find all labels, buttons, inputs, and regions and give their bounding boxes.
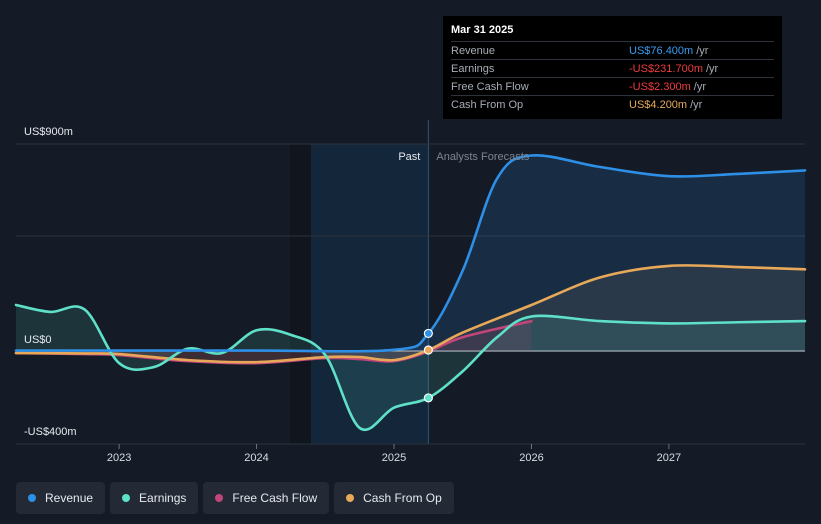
- legend-dot: [28, 494, 36, 502]
- area-earnings: [16, 305, 805, 430]
- tooltip-label: Cash From Op: [451, 98, 524, 111]
- tooltip-unit: /yr: [690, 98, 703, 111]
- x-tick-label: 2026: [519, 452, 543, 464]
- tooltip-value: US$76.400m: [629, 44, 694, 57]
- point-revenue: [423, 328, 433, 339]
- legend-label: Revenue: [45, 491, 94, 505]
- tooltip-row-free-cash-flow: Free Cash Flow -US$2.300m /yr: [451, 77, 774, 95]
- legend-dot: [122, 494, 131, 502]
- tooltip-label: Free Cash Flow: [451, 80, 529, 93]
- point-earnings: [423, 393, 433, 403]
- tooltip-unit: /yr: [706, 62, 719, 75]
- y-tick-label-bottom: -US$400m: [24, 426, 77, 438]
- past-dark-band: [290, 144, 311, 444]
- tooltip-label: Earnings: [451, 62, 495, 75]
- point-cash-from-op: [423, 345, 433, 355]
- past-label: Past: [398, 151, 420, 163]
- legend-item-earnings[interactable]: Earnings: [110, 482, 199, 514]
- legend-label: Free Cash Flow: [232, 491, 318, 505]
- legend-item-free-cash-flow[interactable]: Free Cash Flow: [203, 482, 330, 514]
- tooltip-value: US$4.200m: [629, 98, 688, 111]
- legend-dot: [346, 494, 355, 502]
- x-tick-label: 2024: [244, 452, 268, 464]
- tooltip-date: Mar 31 2025: [451, 24, 514, 36]
- y-tick-label-top: US$900m: [24, 126, 73, 138]
- tooltip-row-earnings: Earnings -US$231.700m /yr: [451, 59, 774, 77]
- tooltip-row-revenue: Revenue US$76.400m /yr: [451, 41, 774, 59]
- legend-item-cash-from-op[interactable]: Cash From Op: [334, 482, 454, 514]
- legend-dot: [215, 494, 224, 502]
- line-cash-from-op: [14, 263, 807, 364]
- x-tick-label: 2025: [382, 452, 406, 464]
- tooltip-label: Revenue: [451, 44, 496, 57]
- area-revenue: [16, 155, 805, 352]
- data-tooltip: Mar 31 2025 Revenue US$76.400m /yr Earni…: [443, 16, 782, 119]
- past-highlight-band: [311, 144, 429, 444]
- series-lines: [14, 153, 807, 432]
- x-tick-label: 2027: [657, 452, 681, 464]
- tooltip-value: -US$231.700m: [629, 62, 703, 75]
- line-earnings: [14, 303, 807, 432]
- legend-item-revenue[interactable]: Revenue: [16, 482, 106, 514]
- x-axis-ticks: Past Analysts Forecasts 2023 2024 2025 2026 20…: [107, 151, 681, 464]
- legend-label: Cash From Op: [363, 491, 442, 505]
- highlight-points: [423, 328, 433, 403]
- chart-background: [290, 120, 429, 444]
- line-revenue: [14, 153, 807, 353]
- tooltip-unit: /yr: [693, 80, 706, 93]
- legend-label: Earnings: [139, 491, 187, 505]
- forecast-label: Analysts Forecasts: [436, 151, 529, 163]
- tooltip-value: -US$2.300m: [629, 80, 691, 93]
- tooltip-row-cash-from-op: Cash From Op US$4.200m /yr: [451, 95, 774, 113]
- series-areas: [16, 155, 805, 430]
- area-cash-from-op: [16, 265, 805, 363]
- x-tick-label: 2023: [107, 452, 131, 464]
- y-tick-label-zero: US$0: [24, 334, 52, 346]
- area-free-cash-flow: [16, 321, 532, 364]
- tooltip-unit: /yr: [696, 44, 709, 57]
- chart-legend: Revenue Earnings Free Cash Flow Cash Fro…: [16, 482, 454, 514]
